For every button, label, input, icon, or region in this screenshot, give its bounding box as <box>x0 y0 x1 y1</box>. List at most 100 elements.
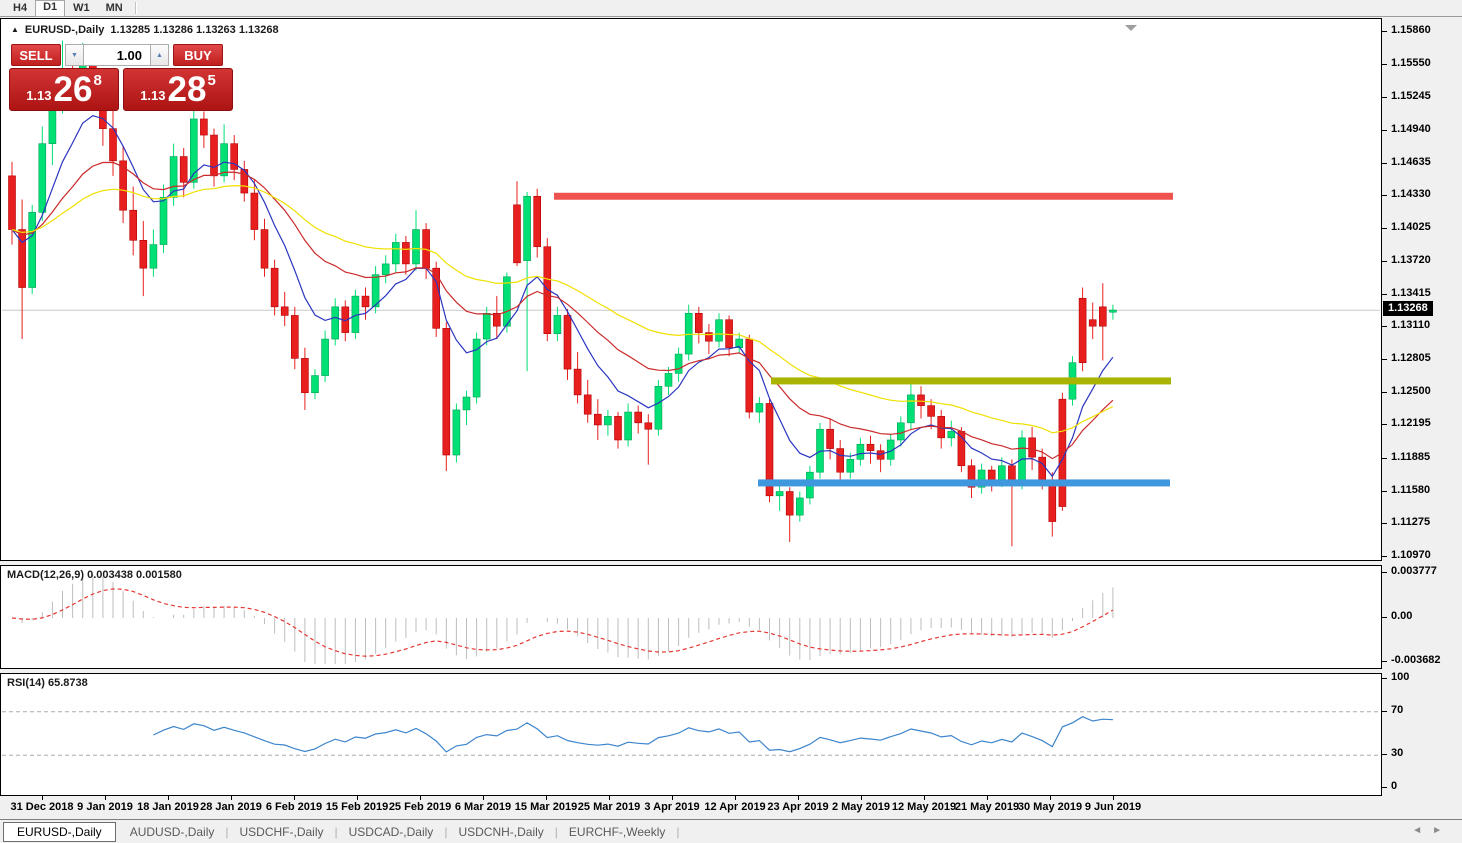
candle-body <box>846 459 855 473</box>
price-axis-label: 1.15550 <box>1391 57 1431 70</box>
volume-increase-button[interactable]: ▲ <box>150 44 169 66</box>
price-tick <box>1382 490 1387 492</box>
candle-body <box>462 396 471 411</box>
candle-body <box>907 394 915 424</box>
chart-tab-usdchf[interactable]: USDCHF-,Daily <box>239 824 324 839</box>
moving-average-line-40 <box>11 184 1114 434</box>
date-tick <box>231 796 232 800</box>
candle-body <box>240 169 249 194</box>
candle-body <box>280 306 289 316</box>
price-axis-label: 1.11885 <box>1391 450 1431 463</box>
hline-support[interactable] <box>758 479 1170 487</box>
candle-body <box>159 197 168 245</box>
price-tick <box>1382 97 1387 99</box>
candle-body <box>1109 309 1117 313</box>
rsi-indicator-panel[interactable]: RSI(14) 65.8738 <box>0 673 1382 796</box>
candle-body <box>1078 297 1087 363</box>
macd-indicator-panel[interactable]: MACD(12,26,9) 0.003438 0.001580 <box>0 565 1382 669</box>
price-tick <box>1382 64 1387 66</box>
tab-separator: | <box>554 824 558 839</box>
price-axis[interactable]: 1.15860 1.15550 1.15245 1.14940 1.14635 1.143… <box>1382 0 1462 843</box>
rsi-tick <box>1382 678 1387 679</box>
chart-tab-audusd[interactable]: AUDUSD-,Daily <box>129 824 215 839</box>
date-tick <box>1050 796 1051 800</box>
candle-body <box>412 229 420 265</box>
volume-input[interactable]: 1.00 <box>84 44 150 66</box>
price-tick <box>1382 358 1387 360</box>
date-axis-label: 6 Feb 2019 <box>265 801 323 813</box>
rsi-axis-label: 0 <box>1391 780 1398 792</box>
candle-body <box>452 409 461 456</box>
candle-body <box>220 143 228 177</box>
candle-body <box>593 413 602 426</box>
candle-body <box>523 195 531 261</box>
candle-body <box>301 358 309 394</box>
price-axis-label: 1.12195 <box>1391 417 1431 430</box>
one-click-trade-panel: SELL ▼ 1.00 ▲ BUY 1.13 26 8 1.13 28 5 <box>9 44 235 111</box>
timeframe-button-d1[interactable]: D1 <box>35 0 66 17</box>
candle-body <box>1038 456 1046 482</box>
date-tick <box>168 796 169 800</box>
date-axis-label: 12 Apr 2019 <box>704 801 766 813</box>
candle-body <box>381 263 390 275</box>
rsi-label: RSI(14) 65.8738 <box>7 677 88 689</box>
candle-body <box>543 246 552 334</box>
candle-body <box>836 448 845 473</box>
candle-body <box>200 118 208 136</box>
chart-tab-usdcnh[interactable]: USDCNH-,Daily <box>458 824 544 839</box>
candle-body <box>260 229 269 269</box>
candle-body <box>1048 480 1057 522</box>
candle-body <box>129 209 137 241</box>
candle-body <box>442 328 451 456</box>
candle-body <box>371 274 380 308</box>
candle-body <box>947 431 956 439</box>
buy-button[interactable]: BUY <box>173 44 223 66</box>
candle-body <box>684 312 693 355</box>
candle-body <box>169 156 178 198</box>
macd-axis-label: 0.00 <box>1391 610 1413 622</box>
tab-separator: | <box>676 824 680 839</box>
chart-tab-eurchf[interactable]: EURCHF-,Weekly <box>568 824 666 839</box>
timeframe-button-mn[interactable]: MN <box>105 1 123 14</box>
timeframe-button-w1[interactable]: W1 <box>73 1 90 14</box>
candle-body <box>745 338 754 413</box>
date-axis-label: 30 May 2019 <box>1017 801 1083 813</box>
date-axis[interactable]: 31 Dec 2018 9 Jan 2019 18 Jan 2019 28 Jan 2… <box>0 796 1382 818</box>
chart-shift-marker-icon <box>1125 25 1137 31</box>
candle-body <box>8 175 16 230</box>
date-tick <box>609 796 610 800</box>
price-axis-label: 1.14635 <box>1391 155 1431 168</box>
candle-body <box>190 118 198 183</box>
date-axis-label: 15 Mar 2019 <box>514 801 578 813</box>
volume-decrease-button[interactable]: ▼ <box>65 44 84 66</box>
candle-body <box>472 338 481 398</box>
candle-body <box>492 312 501 327</box>
candle-body <box>634 411 643 424</box>
candle-body <box>361 295 370 308</box>
macd-tick <box>1382 572 1387 573</box>
date-tick <box>357 796 358 800</box>
tab-scroll-arrows[interactable]: ◄► <box>1412 825 1452 836</box>
candle-body <box>765 403 774 497</box>
candle-body <box>210 134 218 177</box>
price-tick <box>1382 457 1387 459</box>
buy-price-panel[interactable]: 1.13 28 5 <box>123 68 233 111</box>
collapse-triangle-icon[interactable]: ▲ <box>11 24 19 34</box>
sell-price-panel[interactable]: 1.13 26 8 <box>9 68 119 111</box>
hline-resistance[interactable] <box>554 192 1173 200</box>
chart-tab-usdcad[interactable]: USDCAD-,Daily <box>348 824 434 839</box>
ohlc-values: 1.13285 1.13286 1.13263 1.13268 <box>110 24 279 36</box>
sell-button[interactable]: SELL <box>11 44 61 66</box>
price-axis-label: 1.13110 <box>1391 319 1431 332</box>
macd-chart <box>11 574 1114 664</box>
main-chart-panel[interactable]: ▲ EURUSD-,Daily 1.13285 1.13286 1.13263 … <box>0 18 1382 561</box>
date-tick <box>861 796 862 800</box>
candle-body <box>533 195 542 248</box>
candle-body <box>270 267 279 308</box>
candle-body <box>149 244 158 269</box>
date-tick <box>987 796 988 800</box>
chart-tab-eurusd[interactable]: EURUSD-,Daily <box>3 821 116 842</box>
hline-mid-level[interactable] <box>771 377 1171 385</box>
timeframe-button-h4[interactable]: H4 <box>13 1 28 14</box>
candle-body <box>179 156 188 183</box>
